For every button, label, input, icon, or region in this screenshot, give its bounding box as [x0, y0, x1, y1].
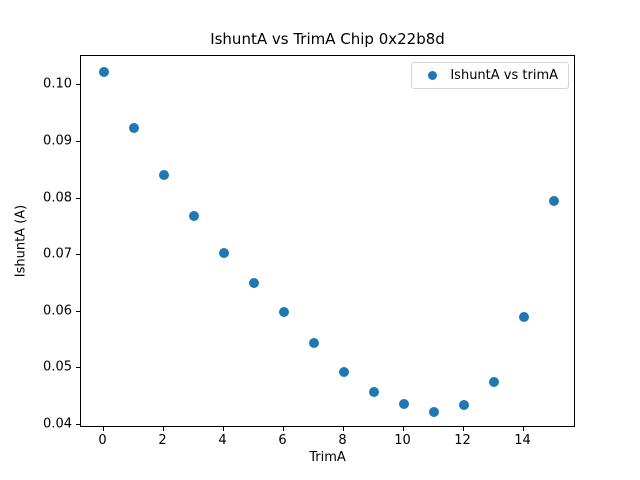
y-tick-label: 0.04 — [43, 416, 72, 432]
data-point — [518, 312, 529, 323]
x-tick-label: 2 — [158, 433, 167, 448]
y-tick-mark — [76, 84, 80, 86]
y-tick-mark — [76, 423, 80, 425]
legend-marker-dot-icon — [428, 71, 438, 80]
data-point — [248, 278, 259, 289]
chart-title: IshuntA vs TrimA Chip 0x22b8d — [210, 30, 445, 48]
x-tick-mark — [462, 427, 464, 431]
x-tick-mark — [102, 427, 104, 431]
data-point — [278, 307, 289, 318]
y-tick-label: 0.08 — [43, 190, 72, 205]
data-point — [368, 386, 379, 397]
x-tick-mark — [342, 427, 344, 431]
x-tick-mark — [402, 427, 404, 431]
x-tick-label: 14 — [514, 433, 531, 448]
y-tick-mark — [76, 367, 80, 369]
y-tick-label: 0.06 — [43, 303, 72, 318]
y-tick-mark — [76, 140, 80, 142]
data-point — [218, 247, 229, 258]
x-tick-label: 4 — [218, 433, 227, 448]
data-point — [128, 123, 139, 134]
data-point — [188, 211, 199, 221]
data-point — [548, 196, 559, 207]
y-tick-label: 0.10 — [43, 76, 72, 92]
x-tick-mark — [222, 427, 224, 431]
y-tick-label: 0.09 — [43, 133, 72, 149]
data-point — [488, 376, 499, 387]
data-point — [308, 338, 319, 349]
x-tick-label: 8 — [338, 433, 347, 448]
x-tick-mark — [282, 427, 284, 431]
y-tick-mark — [76, 254, 80, 255]
y-tick-label: 0.05 — [43, 359, 72, 375]
data-point — [158, 170, 169, 181]
y-tick-mark — [76, 310, 80, 312]
x-tick-label: 12 — [454, 433, 471, 448]
x-axis-label: TrimA — [309, 450, 346, 465]
data-point — [338, 366, 349, 377]
plot-area: IshuntA vs trimA — [80, 55, 575, 427]
y-tick-mark — [76, 197, 80, 199]
x-tick-label: 6 — [278, 433, 287, 448]
data-point — [458, 400, 469, 411]
data-point — [98, 67, 109, 78]
legend: IshuntA vs trimA — [411, 62, 569, 89]
y-tick-label: 0.07 — [43, 246, 72, 262]
x-tick-label: 0 — [98, 433, 107, 448]
y-axis-label: IshuntA (A) — [13, 204, 29, 278]
x-tick-mark — [522, 427, 524, 431]
data-point — [428, 406, 439, 417]
x-tick-label: 10 — [394, 433, 411, 448]
legend-label: IshuntA vs trimA — [450, 68, 558, 83]
data-point — [398, 399, 409, 410]
x-tick-mark — [162, 427, 164, 431]
